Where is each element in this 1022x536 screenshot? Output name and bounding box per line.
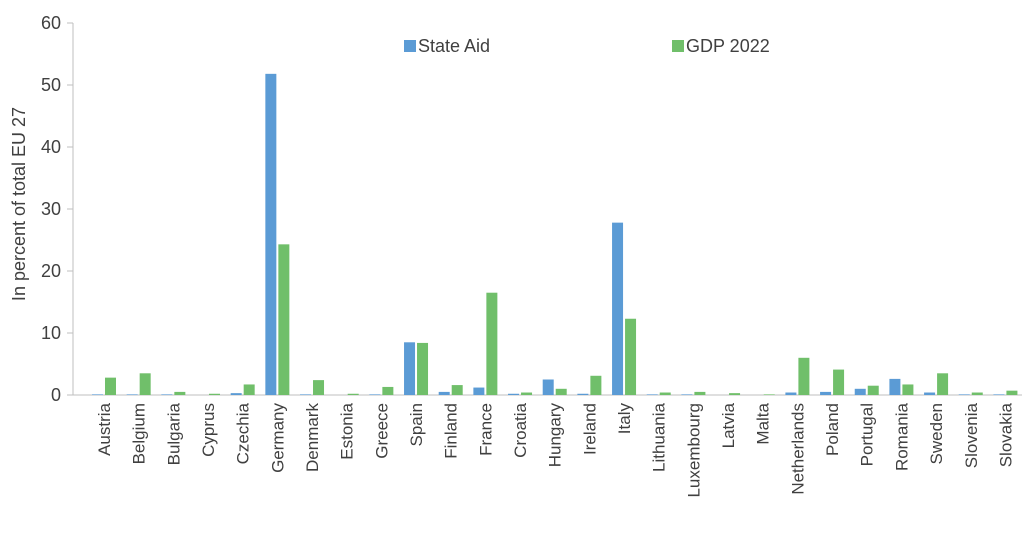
legend: State Aid GDP 2022 — [404, 36, 770, 56]
category-label-austria: Austria — [95, 402, 114, 455]
category-label-estonia: Estonia — [338, 402, 357, 459]
bar-state-aid-slovakia — [993, 394, 1005, 395]
bar-gdp-2022-belgium — [139, 373, 151, 395]
bar-gdp-2022-slovakia — [1006, 390, 1018, 395]
bar-gdp-2022-hungary — [555, 388, 567, 395]
category-label-latvia: Latvia — [719, 402, 738, 448]
bar-state-aid-bulgaria — [161, 394, 173, 395]
bar-gdp-2022-finland — [451, 385, 463, 395]
bars — [92, 73, 1018, 395]
bar-gdp-2022-czechia — [243, 384, 255, 395]
category-label-italy: Italy — [615, 403, 634, 435]
bar-gdp-2022-denmark — [313, 380, 325, 395]
category-label-france: France — [476, 403, 495, 456]
category-label-slovenia: Slovenia — [962, 402, 981, 468]
y-axis-title: In percent of total EU 27 — [9, 107, 29, 301]
bar-gdp-2022-romania — [902, 384, 914, 395]
category-label-czechia: Czechia — [234, 402, 253, 464]
bar-state-aid-romania — [889, 378, 901, 395]
bar-state-aid-portugal — [854, 388, 866, 395]
category-label-germany: Germany — [268, 403, 287, 473]
bar-state-aid-netherlands — [785, 392, 797, 395]
bar-state-aid-sweden — [924, 392, 936, 395]
legend-label-state-aid: State Aid — [418, 36, 490, 56]
category-label-denmark: Denmark — [303, 403, 322, 472]
category-label-slovakia: Slovakia — [996, 402, 1015, 467]
bar-gdp-2022-italy — [625, 318, 637, 395]
bar-gdp-2022-poland — [833, 369, 845, 395]
category-label-croatia: Croatia — [511, 402, 530, 457]
category-label-spain: Spain — [407, 403, 426, 446]
category-label-luxembourg: Luxembourg — [684, 403, 703, 498]
legend-swatch-state-aid — [404, 40, 416, 52]
bar-gdp-2022-croatia — [521, 392, 533, 395]
y-tick-label: 20 — [41, 261, 61, 281]
bar-state-aid-hungary — [542, 379, 554, 395]
category-label-romania: Romania — [892, 402, 911, 471]
bar-state-aid-spain — [404, 342, 416, 395]
category-label-cyprus: Cyprus — [199, 403, 218, 457]
bar-gdp-2022-luxembourg — [694, 391, 706, 395]
bar-gdp-2022-austria — [105, 377, 116, 395]
bar-state-aid-luxembourg — [681, 394, 693, 395]
bar-gdp-2022-estonia — [347, 393, 359, 395]
category-label-portugal: Portugal — [858, 403, 877, 466]
category-label-malta: Malta — [754, 402, 773, 444]
y-tick-label: 0 — [51, 385, 61, 405]
bar-state-aid-austria — [92, 394, 103, 395]
bar-gdp-2022-bulgaria — [174, 391, 186, 395]
bar-state-aid-greece — [369, 394, 381, 395]
legend-label-gdp-2022: GDP 2022 — [686, 36, 770, 56]
category-labels: Austria Belgium Bulgaria Cyprus Czechia Germa… — [95, 402, 1015, 497]
legend-swatch-gdp-2022 — [672, 40, 684, 52]
category-label-poland: Poland — [823, 403, 842, 456]
category-label-sweden: Sweden — [927, 403, 946, 464]
bar-gdp-2022-sweden — [937, 373, 949, 395]
bar-state-aid-croatia — [508, 393, 520, 395]
bar-state-aid-poland — [820, 391, 832, 395]
category-label-belgium: Belgium — [130, 403, 149, 464]
bar-state-aid-germany — [265, 73, 277, 395]
y-tick-label: 30 — [41, 199, 61, 219]
bar-gdp-2022-cyprus — [209, 393, 221, 395]
y-ticks: 0 10 20 30 40 50 60 — [41, 13, 73, 405]
bar-gdp-2022-slovenia — [971, 392, 983, 395]
category-label-hungary: Hungary — [546, 403, 565, 468]
bar-state-aid-czechia — [230, 393, 242, 395]
y-tick-label: 50 — [41, 75, 61, 95]
bar-gdp-2022-france — [486, 292, 498, 395]
bar-state-aid-france — [473, 387, 485, 395]
category-label-greece: Greece — [372, 403, 391, 459]
bar-state-aid-lithuania — [646, 394, 658, 395]
bar-state-aid-slovenia — [958, 394, 970, 395]
category-label-finland: Finland — [442, 403, 461, 459]
bar-state-aid-denmark — [300, 394, 312, 395]
y-tick-label: 40 — [41, 137, 61, 157]
category-label-bulgaria: Bulgaria — [164, 402, 183, 465]
bar-gdp-2022-germany — [278, 244, 290, 395]
y-tick-label: 10 — [41, 323, 61, 343]
bar-gdp-2022-malta — [763, 394, 775, 395]
category-label-ireland: Ireland — [580, 403, 599, 455]
bar-gdp-2022-ireland — [590, 375, 602, 395]
axes — [72, 23, 1022, 396]
category-label-lithuania: Lithuania — [650, 402, 669, 472]
bar-gdp-2022-lithuania — [659, 392, 671, 395]
bar-state-aid-italy — [612, 222, 624, 395]
bar-state-aid-finland — [438, 391, 450, 395]
category-label-netherlands: Netherlands — [788, 403, 807, 495]
bar-gdp-2022-latvia — [729, 393, 741, 395]
bar-state-aid-ireland — [577, 393, 589, 395]
bar-gdp-2022-portugal — [867, 385, 879, 395]
bar-gdp-2022-greece — [382, 386, 394, 395]
bar-gdp-2022-netherlands — [798, 357, 810, 395]
bar-state-aid-belgium — [126, 394, 138, 395]
bar-gdp-2022-spain — [417, 342, 429, 395]
y-tick-label: 60 — [41, 13, 61, 33]
